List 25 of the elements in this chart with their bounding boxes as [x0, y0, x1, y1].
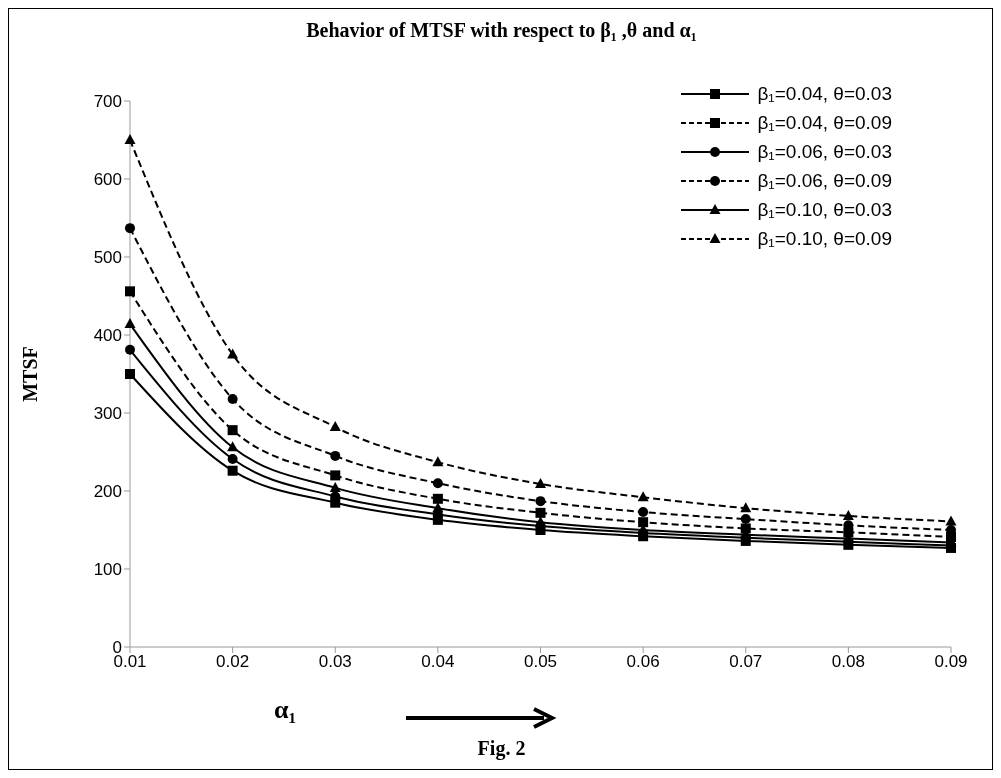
x-tick-label: 0.08: [831, 652, 865, 672]
x-tick-label: 0.04: [421, 652, 455, 672]
y-tick-label: 400: [93, 326, 122, 346]
y-tick-label: 700: [93, 92, 122, 112]
legend-label: β₁=0.10, θ=0.09: [757, 227, 892, 250]
x-tick-label: 0.03: [318, 652, 352, 672]
x-tick-label: 0.06: [626, 652, 660, 672]
x-tick-label: 0.05: [523, 652, 558, 672]
y-tick-label: 300: [93, 404, 122, 424]
legend-label: β₁=0.06, θ=0.03: [757, 140, 892, 163]
legend-label: β₁=0.06, θ=0.09: [757, 169, 892, 192]
y-axis-title: MTSF: [19, 346, 42, 402]
x-axis-title: α₁: [274, 695, 297, 725]
y-tick-label: 200: [93, 482, 122, 502]
y-tick-label: 100: [93, 560, 122, 580]
caption: Fig. 2: [476, 737, 527, 760]
legend-label: β₁=0.10, θ=0.03: [757, 198, 892, 221]
x-tick-label: 0.07: [729, 652, 763, 672]
legend-label: β₁=0.04, θ=0.09: [757, 111, 892, 134]
y-tick-label: 600: [93, 170, 122, 190]
legend-label: β₁=0.04, θ=0.03: [757, 82, 892, 105]
x-tick-label: 0.09: [934, 652, 968, 672]
x-tick-label: 0.02: [216, 652, 250, 672]
y-tick-label: 500: [93, 248, 122, 268]
chart-title: Behavior of MTSF with respect to β₁ ,θ and α₁: [305, 19, 698, 42]
